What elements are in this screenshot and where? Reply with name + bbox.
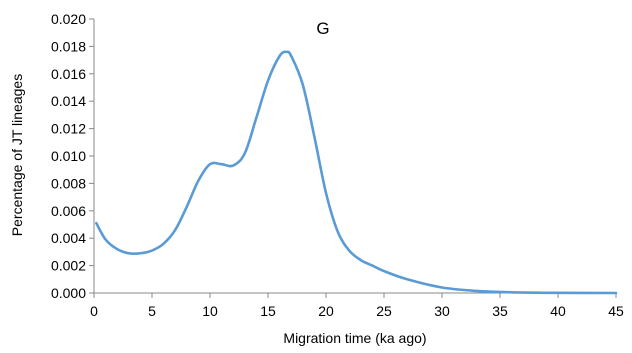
x-tick-label: 5 (148, 303, 156, 319)
x-tick-label: 35 (492, 303, 508, 319)
y-tick-label: 0.016 (51, 66, 86, 82)
series-line-0 (95, 50, 618, 295)
x-tick-label: 20 (318, 303, 334, 319)
y-tick-label: 0.010 (51, 148, 86, 164)
y-tick-label: 0.008 (51, 175, 86, 191)
y-axis-title: Percentage of JT lineages (9, 74, 25, 236)
x-axis-title: Migration time (ka ago) (283, 330, 426, 346)
y-tick-label: 0.012 (51, 121, 86, 137)
chart-title: G (316, 19, 329, 38)
y-tick-label: 0.002 (51, 258, 86, 274)
x-tick-label: 0 (90, 303, 98, 319)
x-tick-label: 25 (376, 303, 392, 319)
y-tick-label: 0.006 (51, 203, 86, 219)
series-layer (95, 50, 618, 295)
y-axis: 0.000 0.002 0.004 0.006 0.008 0.010 0.012 0.014… (51, 11, 95, 301)
y-tick-label: 0.020 (51, 11, 86, 27)
x-tick-label: 45 (608, 303, 624, 319)
x-tick-label: 10 (202, 303, 218, 319)
x-tick-label: 15 (260, 303, 276, 319)
x-tick-label: 30 (434, 303, 450, 319)
y-tick-label: 0.000 (51, 285, 86, 301)
y-tick-label: 0.018 (51, 38, 86, 54)
y-tick-label: 0.004 (51, 230, 86, 246)
y-tick-label: 0.014 (51, 93, 86, 109)
x-tick-label: 40 (550, 303, 566, 319)
x-axis: 0 5 10 15 20 25 30 35 40 45 (90, 292, 624, 319)
